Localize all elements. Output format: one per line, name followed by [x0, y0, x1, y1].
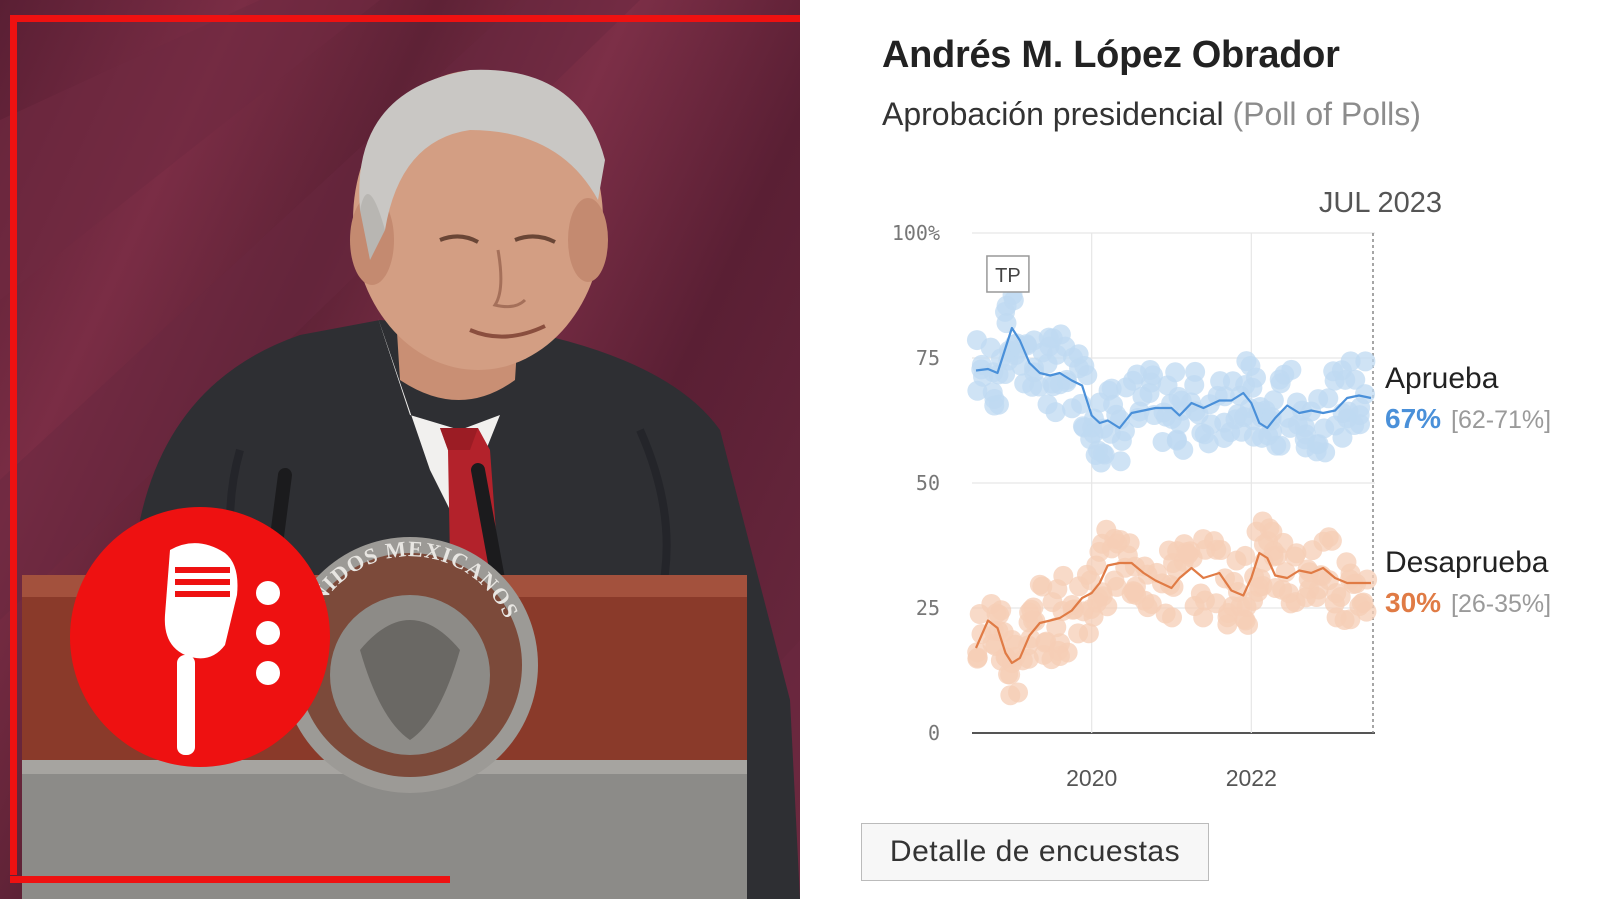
series-current-value: 30% [1385, 587, 1441, 618]
y-tick-label: 0 [928, 721, 940, 745]
poll-dot [1350, 397, 1371, 418]
poll-dot [1250, 568, 1271, 589]
x-tick-label: 2022 [1226, 765, 1277, 791]
poll-dot [1306, 586, 1327, 607]
video-frame: UNIDOS MEXICANOS [0, 0, 800, 899]
series-label: Desaprueba [1385, 546, 1549, 579]
poll-dot [1110, 451, 1131, 472]
poll-dot [1046, 617, 1067, 638]
poll-dot [1263, 390, 1284, 411]
poll-dot [1345, 369, 1366, 390]
poll-details-button[interactable]: Detalle de encuestas [861, 823, 1209, 881]
poll-dot [1315, 442, 1336, 463]
poll-dot [1281, 359, 1302, 380]
poll-dot [1318, 388, 1339, 409]
poll-dot [1022, 376, 1043, 397]
trend-line-aprueba [975, 326, 1372, 430]
poll-dot [1217, 614, 1238, 635]
poll-dot [1246, 367, 1267, 388]
poll-dot [1214, 427, 1235, 448]
poll-dot [1238, 614, 1259, 635]
poll-dot [989, 604, 1010, 625]
poll-dot [1008, 682, 1029, 703]
poll-dot [1350, 414, 1371, 435]
series-label: Aprueba [1385, 362, 1499, 395]
x-tick-label: 2020 [1066, 765, 1117, 791]
subtitle-source: (Poll of Polls) [1232, 96, 1421, 132]
y-tick-label: 75 [916, 346, 940, 370]
poll-dot [1267, 545, 1288, 566]
poll-dot [1173, 439, 1194, 460]
poll-dot [1032, 576, 1053, 597]
poll-dot [1049, 646, 1070, 667]
trend-line-desaprueba [974, 551, 1371, 665]
poll-dot [1171, 390, 1192, 411]
frame-left-border [10, 15, 17, 875]
poll-dots [966, 284, 1378, 706]
poll-dot [1235, 545, 1256, 566]
poll-dot [1236, 351, 1257, 372]
poll-dot [1357, 569, 1378, 590]
y-tick-label: 100% [892, 221, 940, 245]
poll-dot [1053, 565, 1074, 586]
poll-dot [1286, 543, 1307, 564]
poll-dot [1340, 351, 1361, 372]
annotation-label: TP [995, 265, 1021, 287]
poll-dot [1045, 402, 1066, 423]
poll-dot [1165, 362, 1186, 383]
poll-dot [988, 394, 1009, 415]
annotation-box [986, 255, 1030, 293]
series-range: [26-35%] [1451, 590, 1551, 618]
trend-lines [974, 326, 1372, 665]
poll-dot [1270, 435, 1291, 456]
poll-dot [1339, 569, 1360, 590]
poll-dot [1326, 583, 1347, 604]
poll-dot [1198, 433, 1219, 454]
current-date-label: JUL 2023 [1319, 187, 1442, 219]
poll-dot [1003, 290, 1024, 311]
poll-dot [1210, 540, 1231, 561]
poll-dot [1023, 610, 1044, 631]
poll-dot [1270, 373, 1291, 394]
poll-dot [1349, 595, 1370, 616]
subtitle-main: Aprobación presidencial [882, 96, 1224, 132]
series-range: [62-71%] [1451, 406, 1551, 434]
frame-bottom-border [10, 876, 450, 883]
poll-dot [1332, 427, 1353, 448]
poll-dot [1134, 590, 1155, 611]
y-tick-label: 50 [916, 471, 940, 495]
microphone-icon [164, 543, 280, 755]
series-current-value: 67% [1385, 403, 1441, 434]
podcast-badge [70, 507, 330, 767]
page-subtitle: Aprobación presidencial (Poll of Polls) [882, 94, 1442, 134]
poll-dot [1110, 530, 1131, 551]
chart-labels: 100% 75 50 25 0 2020 2022 JUL 2023 TP Aprueba 67% [… [892, 187, 1551, 791]
poll-dot [1077, 365, 1098, 386]
poll-dot [1313, 531, 1334, 552]
poll-dot [1092, 443, 1113, 464]
poll-dot [1355, 351, 1376, 372]
poll-dot [967, 642, 988, 663]
poll-dot [1185, 361, 1206, 382]
person-at-podium-photo: UNIDOS MEXICANOS [0, 0, 800, 899]
poll-panel [800, 0, 1600, 899]
poll-dot [1141, 372, 1162, 393]
poll-dot [1098, 380, 1119, 401]
y-tick-label: 25 [916, 596, 940, 620]
poll-dot [1078, 623, 1099, 644]
poll-dot [1062, 398, 1083, 419]
poll-dot [1169, 413, 1190, 434]
poll-dot [1162, 607, 1183, 628]
page-title: Andrés M. López Obrador [882, 34, 1340, 76]
